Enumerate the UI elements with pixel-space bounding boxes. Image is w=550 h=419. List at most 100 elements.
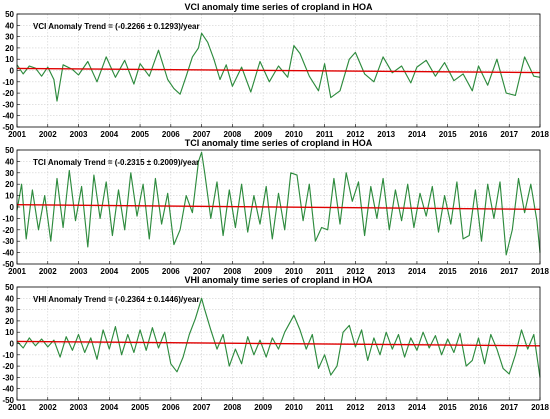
y-tick-label: -20 (2, 226, 14, 235)
x-tick-label: 2015 (439, 403, 457, 412)
x-tick-label: 2010 (285, 267, 303, 276)
series-line (16, 151, 541, 256)
x-tick-label: 2017 (500, 130, 518, 139)
trend-line (16, 340, 541, 347)
x-tick-label: 2005 (131, 267, 149, 276)
y-tick-label: 30 (5, 306, 14, 315)
panel-3: VHI anomaly time series of cropland in H… (2, 275, 549, 412)
y-tick-label: 10 (5, 55, 14, 64)
x-tick-label: 2013 (377, 403, 395, 412)
y-tick-label: 50 (5, 283, 14, 292)
y-tick-label: -10 (2, 78, 14, 87)
trend-annotation: TCI Anomaly Trend = (-0.2315 ± 0.2009)/y… (33, 158, 199, 167)
x-tick-label: 2005 (131, 130, 149, 139)
x-tick-label: 2010 (285, 403, 303, 412)
y-tick-label: 20 (5, 44, 14, 53)
x-tick-label: 2008 (223, 403, 241, 412)
panel-2: TCI anomaly time series of cropland in H… (2, 138, 549, 276)
y-tick-label: 20 (5, 180, 14, 189)
x-tick-label: 2004 (100, 403, 118, 412)
x-tick-label: 2015 (439, 267, 457, 276)
y-tick-label: 40 (5, 157, 14, 166)
x-tick-label: 2013 (377, 267, 395, 276)
y-tick-label: 30 (5, 33, 14, 42)
x-tick-label: 2012 (347, 403, 365, 412)
x-tick-label: 2001 (8, 267, 26, 276)
y-tick-label: 0 (10, 203, 15, 212)
x-tick-label: 2011 (316, 403, 334, 412)
y-tick-label: -10 (2, 214, 14, 223)
x-tick-label: 2001 (8, 403, 26, 412)
x-tick-label: 2011 (316, 267, 334, 276)
x-tick-label: 2013 (377, 130, 395, 139)
y-tick-label: -40 (2, 112, 14, 121)
x-tick-label: 2004 (100, 130, 118, 139)
trend-annotation: VCI Anomaly Trend = (-0.2266 ± 0.1293)/y… (33, 22, 200, 31)
trend-line (16, 67, 541, 74)
y-tick-label: -50 (2, 260, 14, 269)
x-tick-label: 2012 (347, 130, 365, 139)
y-tick-label: -30 (2, 237, 14, 246)
y-tick-label: -30 (2, 373, 14, 382)
x-tick-label: 2016 (470, 130, 488, 139)
y-tick-label: 10 (5, 192, 14, 201)
x-tick-label: 2018 (531, 267, 549, 276)
x-tick-label: 2016 (470, 267, 488, 276)
y-tick-label: 30 (5, 169, 14, 178)
x-tick-label: 2014 (408, 267, 426, 276)
chart-title: VCI anomaly time series of cropland in H… (184, 2, 373, 12)
series-line (16, 32, 541, 102)
x-tick-label: 2003 (70, 403, 88, 412)
y-tick-label: 0 (10, 67, 15, 76)
x-tick-label: 2014 (408, 403, 426, 412)
trend-annotation: VHI Anomaly Trend = (-0.2364 ± 0.1446)/y… (33, 295, 200, 304)
x-tick-label: 2005 (131, 403, 149, 412)
x-tick-label: 2002 (39, 403, 57, 412)
x-tick-label: 2018 (531, 403, 549, 412)
x-tick-label: 2003 (70, 130, 88, 139)
x-tick-label: 2004 (100, 267, 118, 276)
y-tick-label: -40 (2, 249, 14, 258)
x-tick-label: 2002 (39, 130, 57, 139)
x-tick-label: 2001 (8, 130, 26, 139)
x-tick-label: 2003 (70, 267, 88, 276)
x-tick-label: 2011 (316, 130, 334, 139)
y-tick-label: -20 (2, 362, 14, 371)
y-tick-label: 10 (5, 328, 14, 337)
y-tick-label: -50 (2, 123, 14, 132)
x-tick-label: 2015 (439, 130, 457, 139)
x-tick-label: 2018 (531, 130, 549, 139)
trend-line (16, 204, 541, 210)
x-tick-label: 2009 (254, 130, 272, 139)
y-tick-label: 50 (5, 10, 14, 19)
x-tick-label: 2010 (285, 130, 303, 139)
y-tick-label: -50 (2, 396, 14, 405)
x-tick-label: 2006 (162, 130, 180, 139)
chart-title: TCI anomaly time series of cropland in H… (185, 138, 373, 148)
x-tick-label: 2008 (223, 267, 241, 276)
series-line (16, 297, 541, 378)
x-tick-label: 2012 (347, 267, 365, 276)
x-tick-label: 2006 (162, 403, 180, 412)
x-tick-label: 2014 (408, 130, 426, 139)
x-tick-label: 2007 (193, 267, 211, 276)
x-tick-label: 2007 (193, 403, 211, 412)
x-tick-label: 2007 (193, 130, 211, 139)
y-tick-label: -20 (2, 89, 14, 98)
y-tick-label: -40 (2, 385, 14, 394)
y-tick-label: 50 (5, 146, 14, 155)
x-tick-label: 2016 (470, 403, 488, 412)
x-tick-label: 2006 (162, 267, 180, 276)
x-tick-label: 2009 (254, 267, 272, 276)
x-tick-label: 2008 (223, 130, 241, 139)
x-tick-label: 2017 (500, 267, 518, 276)
y-tick-label: 40 (5, 294, 14, 303)
x-tick-label: 2009 (254, 403, 272, 412)
panel-1: VCI anomaly time series of cropland in H… (2, 2, 549, 139)
y-tick-label: -10 (2, 351, 14, 360)
y-tick-label: 0 (10, 340, 15, 349)
y-tick-label: 40 (5, 21, 14, 30)
y-tick-label: -30 (2, 100, 14, 109)
